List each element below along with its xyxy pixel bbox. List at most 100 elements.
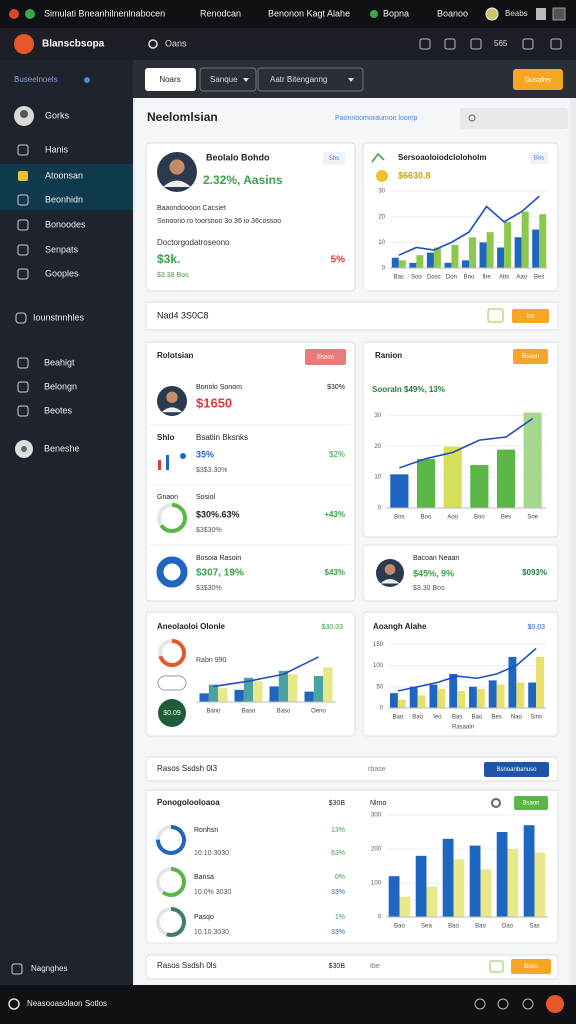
top-tab[interactable]: Bopna <box>383 8 409 18</box>
button[interactable] <box>489 960 504 973</box>
top-tab[interactable]: Renodcan <box>200 8 241 18</box>
bar <box>496 449 516 509</box>
avatar <box>380 578 400 584</box>
x-tick-label: Bno <box>464 275 475 281</box>
nav-item[interactable]: Bonoodes <box>45 219 86 229</box>
bottom-icon[interactable] <box>522 998 534 1010</box>
button[interactable] <box>484 762 549 777</box>
nav-item[interactable]: Nagnghes <box>31 964 67 973</box>
bar <box>523 412 543 509</box>
bar <box>461 260 469 268</box>
caret <box>243 78 249 82</box>
label: 33% <box>331 929 345 936</box>
top-tab[interactable]: Benonon Kagt Alahe <box>268 8 350 18</box>
button[interactable] <box>530 152 548 164</box>
header-icon[interactable] <box>470 38 482 50</box>
nav-icon <box>17 357 29 369</box>
status-text: Neasooasolaon Sotlos <box>27 999 107 1008</box>
search-input[interactable]: Oans <box>165 38 187 48</box>
trend-line <box>398 195 540 256</box>
bottom-bar <box>0 985 576 1024</box>
nav-item[interactable]: Beonhidn <box>45 194 83 204</box>
nav-item[interactable]: Belongn <box>44 381 77 391</box>
tab-button[interactable] <box>257 67 364 92</box>
button[interactable] <box>514 796 548 810</box>
label: Bonolo Sonom <box>196 384 242 391</box>
avatar <box>169 159 185 175</box>
button-label: Bsaon <box>522 354 539 360</box>
x-tick-label: Bes <box>501 515 511 521</box>
x-tick-label: Oeno <box>311 709 326 715</box>
tab-label: Sanque <box>210 75 238 84</box>
label: Nad4 3S0C8 <box>157 310 209 320</box>
tab-button[interactable] <box>199 67 257 92</box>
x-tick-label: Baso <box>242 709 256 715</box>
x-tick-label: Bao <box>448 924 459 930</box>
donut-arc <box>157 503 187 533</box>
y-tick-label: 50 <box>376 684 383 690</box>
tab-button[interactable] <box>145 68 196 91</box>
bottom-icon[interactable] <box>474 998 486 1010</box>
bottom-action[interactable] <box>546 995 564 1013</box>
nav-item[interactable]: Beahigt <box>44 357 75 367</box>
button[interactable] <box>323 152 345 165</box>
label: $30B <box>329 800 346 807</box>
button[interactable] <box>512 309 549 323</box>
bar <box>442 838 454 917</box>
button[interactable] <box>305 349 346 365</box>
logo <box>14 34 34 54</box>
label: 63% <box>331 850 345 857</box>
header-icon[interactable] <box>419 38 431 50</box>
bottom-icon[interactable] <box>497 998 509 1010</box>
count: 565 <box>494 39 508 48</box>
nav-item[interactable]: Gooples <box>45 268 79 278</box>
label: +43% <box>324 510 345 519</box>
bar <box>399 896 411 917</box>
icon <box>9 9 19 19</box>
x-tick-label: Dosc <box>427 275 441 281</box>
label: Bansa <box>194 874 214 881</box>
nav-item[interactable]: Hanis <box>45 144 69 154</box>
label: Bacoan Neaan <box>413 555 459 562</box>
bar <box>449 674 458 708</box>
nav-item[interactable]: Beneshe <box>44 443 80 453</box>
top-tab[interactable]: Simulati Bneanhilnenlnabocen <box>44 8 165 18</box>
link[interactable]: Paonnoomoraumoo loomp <box>335 115 418 122</box>
button[interactable] <box>511 959 551 974</box>
label: $45%, 9% <box>413 568 454 578</box>
label: $3.38 Bos <box>157 272 189 279</box>
bar <box>507 849 519 917</box>
button[interactable] <box>487 308 504 323</box>
nav-item[interactable]: Atoonsan <box>45 170 83 180</box>
label: $3$30% <box>196 527 222 534</box>
nav-item[interactable]: Senpats <box>45 244 79 254</box>
header-icon[interactable] <box>522 38 534 50</box>
header-icon[interactable] <box>550 38 562 50</box>
label: Rasos Ssdsh 0ls <box>157 961 217 970</box>
x-tick-label: Aoo <box>447 515 458 521</box>
bar <box>397 699 406 708</box>
label: Baaondoooon Cacsiet <box>157 205 226 212</box>
user-name: Gorks <box>45 110 70 120</box>
avatar <box>20 110 28 118</box>
y-tick-label: 30 <box>378 189 385 195</box>
amount: $1650 <box>196 395 232 410</box>
x-tick-label: Bao <box>412 715 423 721</box>
icon <box>84 77 90 83</box>
x-tick-label: Bas <box>394 275 404 281</box>
label: 35% <box>196 449 214 459</box>
change: 5% <box>331 255 346 266</box>
label: $3.30 Bos <box>413 585 445 592</box>
bar <box>398 260 406 268</box>
nav-item[interactable]: Beotes <box>44 405 73 415</box>
bar <box>269 686 279 702</box>
top-tab[interactable]: Boanoo <box>437 8 468 18</box>
label: Ranion <box>375 351 402 360</box>
action-button[interactable] <box>513 69 563 90</box>
header-icon[interactable] <box>444 38 456 50</box>
search-box[interactable] <box>460 108 568 129</box>
button[interactable] <box>513 349 548 364</box>
y-tick-label: 20 <box>374 444 381 450</box>
label: Aoangh Alahe <box>373 622 427 631</box>
